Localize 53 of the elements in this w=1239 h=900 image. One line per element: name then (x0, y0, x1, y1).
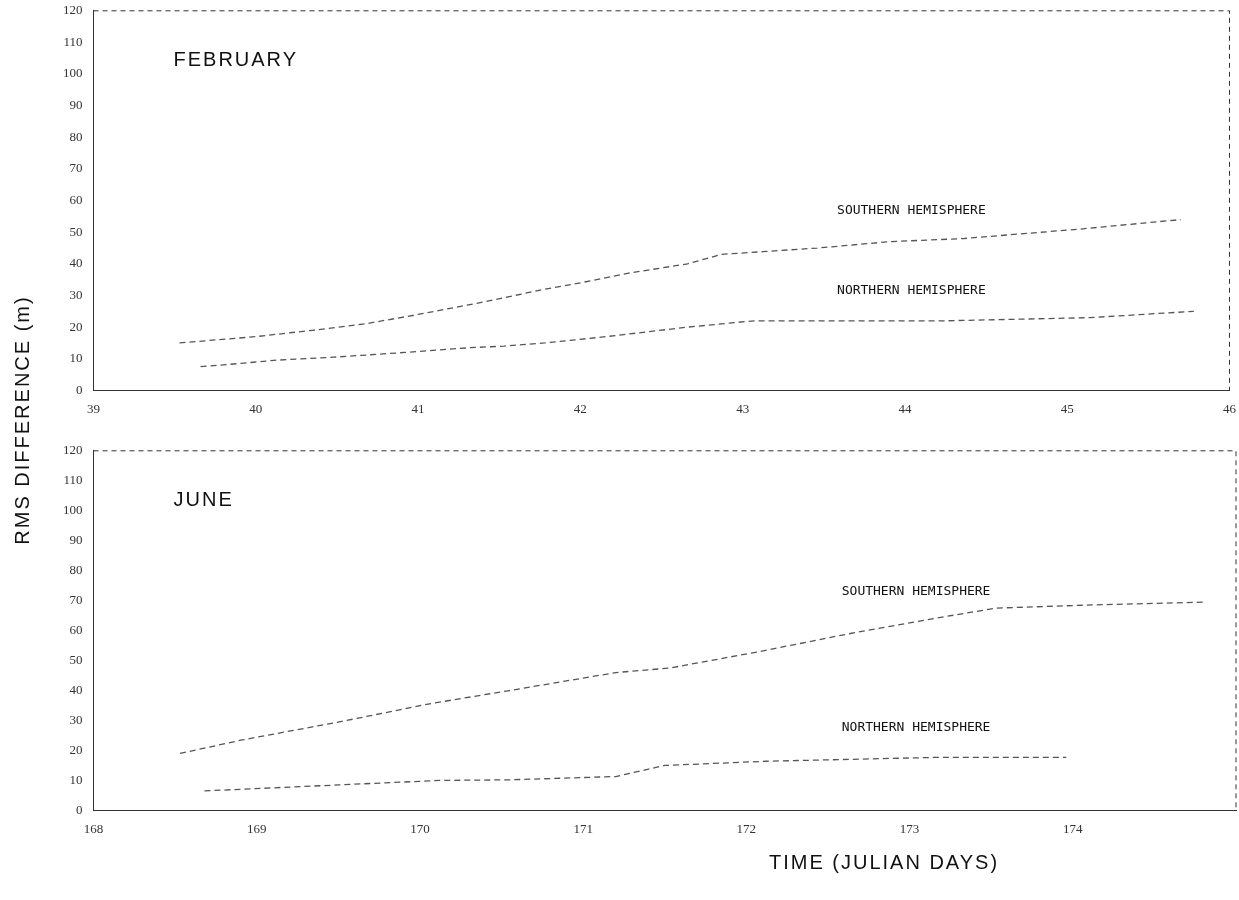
line-series (203, 756, 1067, 792)
x-tick-label: 42 (573, 400, 587, 416)
y-tick-label: 110 (63, 33, 83, 49)
y-tick-label: 30 (69, 286, 83, 302)
y-tick-label: 100 (63, 502, 83, 518)
y-tick-label: 60 (69, 622, 83, 638)
x-tick-label: 39 (87, 400, 100, 416)
text: FEBRUARY (173, 48, 299, 71)
series-label: NORTHERN HEMISPHERE (837, 281, 986, 297)
y-tick-label: 30 (69, 711, 83, 727)
x-tick-label: 169 (246, 820, 267, 836)
y-tick-label: 40 (69, 681, 83, 697)
y-tick-label: 70 (69, 592, 83, 608)
y-tick-label: 10 (69, 350, 83, 366)
y-tick-label: 70 (69, 160, 83, 176)
y-axis-title: RMS DIFFERENCE (m) (10, 295, 34, 545)
y-tick-label: 100 (63, 65, 83, 81)
x-tick-label: 173 (899, 820, 920, 836)
y-tick-label: 120 (63, 442, 83, 458)
x-tick-label: 43 (736, 400, 750, 416)
x-tick-label: 174 (1063, 820, 1084, 836)
y-tick-label: 20 (69, 318, 83, 334)
y-tick-label: 80 (69, 562, 83, 578)
x-axis-title: TIME (JULIAN DAYS) (768, 850, 1000, 874)
y-tick-label: 40 (69, 255, 83, 271)
y-tick-label: 0 (76, 801, 83, 817)
y-tick-label: 10 (69, 771, 83, 787)
x-tick-label: 170 (410, 820, 430, 836)
y-tick-label: 110 (63, 472, 83, 488)
y-tick-label: 50 (69, 651, 83, 667)
x-tick-label: 46 (1223, 400, 1237, 416)
y-tick-label: 120 (63, 2, 83, 18)
y-tick-label: 80 (69, 128, 83, 144)
y-tick-label: 20 (69, 741, 83, 757)
x-tick-label: 171 (573, 820, 593, 836)
line-series (178, 218, 1182, 344)
x-tick-label: 45 (1060, 400, 1074, 416)
x-tick-label: 168 (83, 820, 104, 836)
line-series (199, 310, 1195, 368)
x-tick-label: 172 (736, 820, 757, 836)
x-tick-label: 41 (411, 400, 425, 416)
y-tick-label: 90 (69, 532, 83, 548)
text: JUNE (173, 488, 234, 511)
x-tick-label: 40 (249, 400, 263, 416)
series-label: NORTHERN HEMISPHERE (841, 718, 991, 734)
y-tick-label: 60 (69, 192, 83, 208)
x-tick-label: 44 (898, 400, 912, 416)
y-tick-label: 90 (69, 97, 83, 113)
y-tick-label: 50 (69, 223, 83, 239)
line-series (179, 601, 1205, 755)
y-tick-label: 0 (76, 381, 83, 397)
series-label: SOUTHERN HEMISPHERE (837, 201, 986, 217)
series-label: SOUTHERN HEMISPHERE (841, 582, 991, 598)
